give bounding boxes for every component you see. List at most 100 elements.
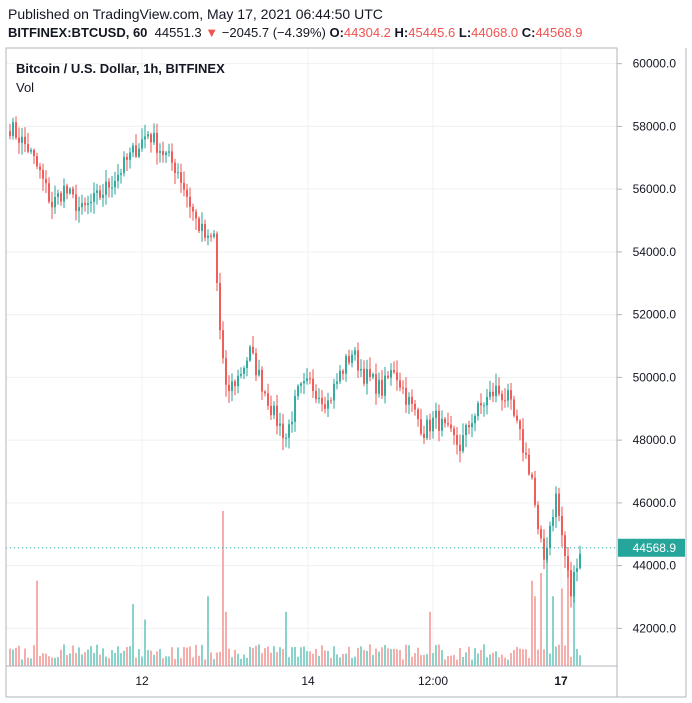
- candle-body: [135, 145, 137, 157]
- volume-bar: [57, 657, 59, 666]
- volume-bar: [15, 647, 17, 666]
- volume-bar: [12, 649, 14, 666]
- candle-body: [414, 403, 416, 410]
- volume-bar: [546, 549, 548, 666]
- volume-bar: [405, 644, 407, 666]
- candle-body: [219, 282, 221, 331]
- candle-body: [429, 419, 431, 432]
- candle-body: [474, 416, 476, 424]
- candle-body: [144, 136, 146, 140]
- volume-bar: [150, 650, 152, 666]
- candle-body: [141, 139, 143, 149]
- candle-body: [276, 405, 278, 426]
- candle-body: [417, 409, 419, 420]
- volume-bar: [465, 652, 467, 666]
- time-tick-label: 14: [301, 674, 315, 688]
- price-axis: 60000.0 58000.0 56000.0 54000.0 52000.0 50000…: [617, 57, 677, 635]
- candle-body: [132, 145, 134, 153]
- candle-body: [117, 174, 119, 181]
- volume-bar: [357, 648, 359, 666]
- volume-bar: [510, 653, 512, 666]
- volume-bar: [138, 649, 140, 666]
- volume-bar: [270, 652, 272, 666]
- volume-bar: [159, 648, 161, 666]
- candle-body: [465, 425, 467, 436]
- volume-bars: [9, 511, 581, 666]
- volume-bar: [204, 659, 206, 666]
- candle-body: [210, 235, 212, 237]
- candle-body: [531, 474, 533, 478]
- volume-bar: [120, 653, 122, 666]
- time-axis: 12 14 12:00 17: [135, 674, 568, 688]
- low-label: L:: [458, 25, 472, 40]
- candle-body: [405, 387, 407, 405]
- volume-bar: [258, 644, 260, 666]
- candle-body: [69, 188, 71, 194]
- volume-bar: [87, 649, 89, 666]
- candle-body: [15, 122, 17, 138]
- candle-body: [171, 151, 173, 163]
- volume-bar: [90, 646, 92, 666]
- candle-body: [48, 183, 50, 202]
- candle-body: [222, 330, 224, 359]
- candle-body: [306, 378, 308, 382]
- volume-bar: [297, 656, 299, 666]
- candle-body: [432, 417, 434, 432]
- volume-bar: [300, 647, 302, 666]
- volume-bar: [426, 654, 428, 666]
- candle-body: [243, 368, 245, 374]
- candle-body: [93, 192, 95, 202]
- candle-body: [207, 235, 209, 238]
- chart-title: Bitcoin / U.S. Dollar, 1h, BITFINEX: [16, 61, 225, 76]
- candle-body: [96, 190, 98, 193]
- volume-bar: [462, 656, 464, 666]
- volume-bar: [495, 651, 497, 666]
- candle-body: [81, 203, 83, 208]
- volume-bar: [66, 654, 68, 666]
- candle-body: [549, 525, 551, 548]
- candle-body: [510, 390, 512, 400]
- candle-body: [507, 390, 509, 401]
- candle-body: [345, 356, 347, 374]
- volume-bar: [279, 647, 281, 666]
- volume-bar: [327, 650, 329, 666]
- volume-bar: [48, 656, 50, 666]
- candle-body: [267, 393, 269, 406]
- volume-bar: [531, 580, 533, 666]
- current-price-badge: 44568.9: [618, 538, 685, 557]
- volume-bar: [36, 580, 38, 666]
- volume-bar: [375, 648, 377, 666]
- price-tick-label: 46000.0: [633, 496, 677, 510]
- candle-body: [450, 424, 452, 429]
- volume-bar: [177, 647, 179, 666]
- volume-bar: [330, 657, 332, 666]
- volume-bar: [402, 659, 404, 666]
- candle-body: [516, 415, 518, 421]
- volume-bar: [384, 645, 386, 666]
- volume-bar: [444, 659, 446, 666]
- candle-body: [24, 136, 26, 145]
- volume-bar: [399, 650, 401, 666]
- candle-body: [156, 132, 158, 153]
- candle-body: [111, 187, 113, 189]
- candle-body: [153, 132, 155, 143]
- candle-body: [54, 197, 56, 208]
- candle-body: [498, 385, 500, 394]
- candle-body: [9, 131, 11, 136]
- candle-body: [51, 201, 53, 208]
- price-badge-label: 44568.9: [633, 541, 677, 555]
- candle-body: [12, 122, 14, 136]
- volume-bar: [318, 655, 320, 666]
- volume-bar: [504, 657, 506, 666]
- candle-body: [459, 444, 461, 452]
- volume-bar: [363, 650, 365, 666]
- candle-body: [339, 370, 341, 382]
- volume-bar: [456, 659, 458, 666]
- volume-bar: [84, 652, 86, 666]
- candle-body: [423, 433, 425, 439]
- candle-body: [204, 223, 206, 238]
- volume-bar: [237, 653, 239, 666]
- candle-body: [297, 385, 299, 397]
- volume-bar: [573, 596, 575, 666]
